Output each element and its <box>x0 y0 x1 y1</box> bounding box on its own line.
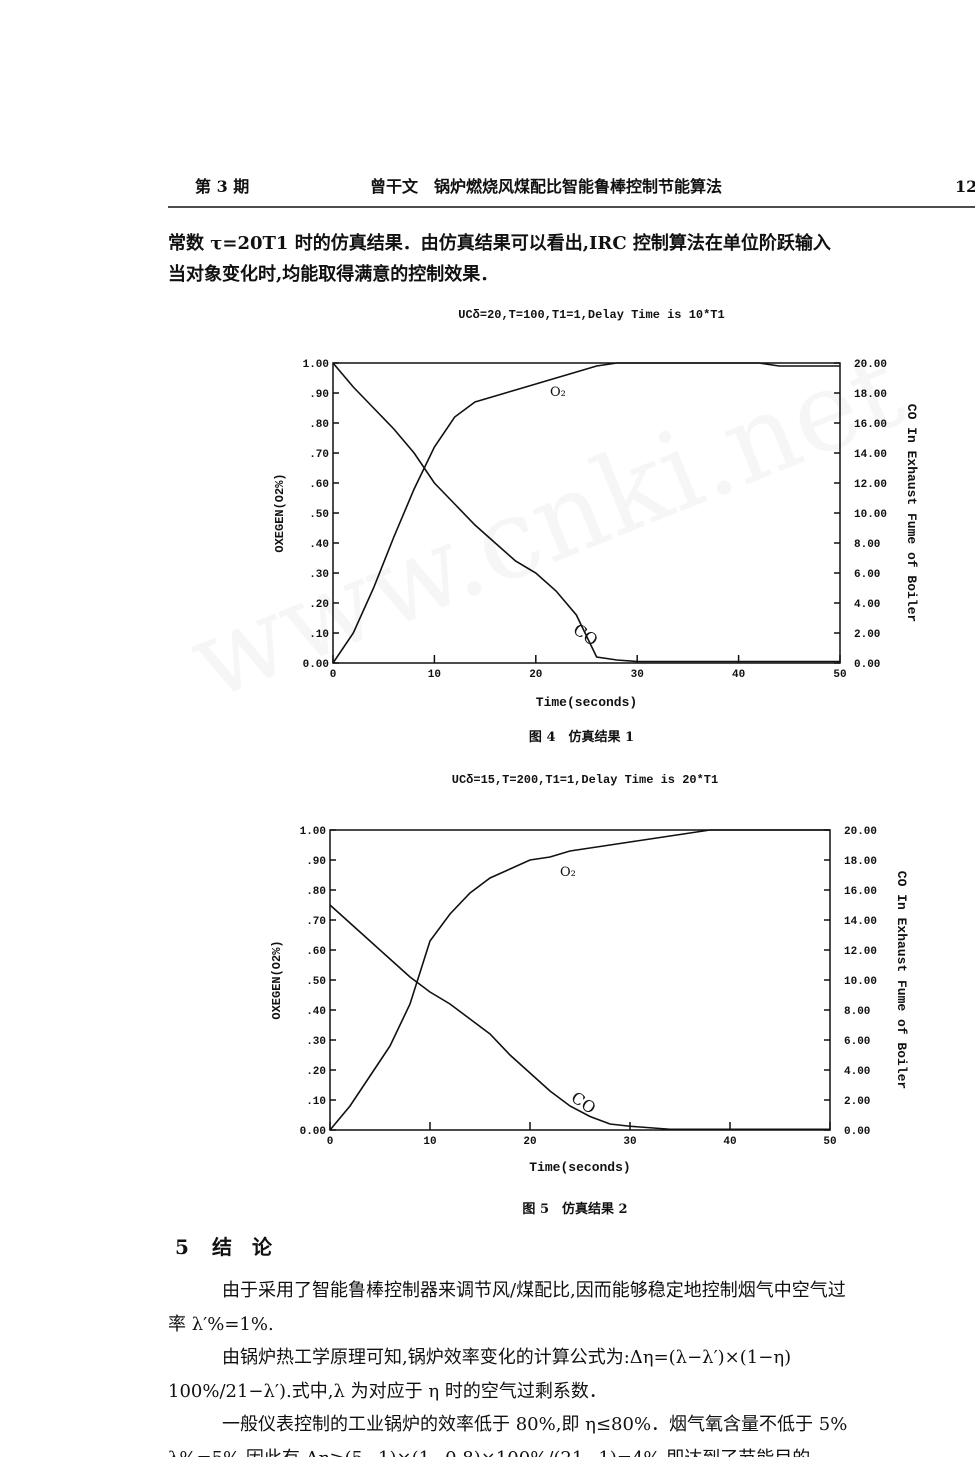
x-tick-label: 50 <box>833 669 846 681</box>
y-tick-label: 0.00 <box>303 659 329 671</box>
y2-tick-label: 6.00 <box>844 1036 870 1048</box>
y2-tick-label: 2.00 <box>854 629 880 641</box>
chart-title: UCδ=20,T=100,T1=1,Delay Time is 10*T1 <box>458 308 724 322</box>
y2-tick-label: 0.00 <box>844 1126 870 1138</box>
y2-axis-label: CO In Exhaust Fume of Boiler <box>894 871 909 1089</box>
y-tick-label: .10 <box>306 1096 326 1108</box>
y2-tick-label: 0.00 <box>854 659 880 671</box>
paragraph-line: λ%=5%.因此有 Δη≥(5−1)×(1−0.8)×100%/(21−1)=4… <box>168 1448 828 1457</box>
y2-tick-label: 20.00 <box>854 359 887 371</box>
y-tick-label: .80 <box>309 419 329 431</box>
paragraph-line: 由锅炉热工学原理可知,锅炉效率变化的计算公式为:Δη=(λ−λ′)×(1−η) <box>222 1347 791 1368</box>
y2-tick-label: 8.00 <box>844 1006 870 1018</box>
y-tick-label: .40 <box>306 1006 326 1018</box>
section-title: 结 论 <box>212 1235 273 1259</box>
header-title: 曾干文 锅炉燃烧风煤配比智能鲁棒控制节能算法 <box>370 177 722 196</box>
y-tick-label: .10 <box>309 629 329 641</box>
x-tick-label: 40 <box>723 1136 736 1148</box>
y2-tick-label: 12.00 <box>844 946 877 958</box>
y2-tick-label: 2.00 <box>844 1096 870 1108</box>
y2-tick-label: 14.00 <box>854 449 887 461</box>
y-tick-label: .80 <box>306 886 326 898</box>
y-axis-label: OXEGEN(O2%) <box>270 940 284 1019</box>
y2-tick-label: 12.00 <box>854 479 887 491</box>
series-label: CO <box>568 1088 600 1118</box>
header-issue: 第 3 期 <box>195 177 249 196</box>
x-tick-label: 0 <box>330 669 337 681</box>
y-tick-label: .90 <box>309 389 329 401</box>
y-tick-label: .30 <box>309 569 329 581</box>
y2-tick-label: 10.00 <box>854 509 887 521</box>
x-tick-label: 40 <box>732 669 745 681</box>
x-tick-label: 50 <box>823 1136 836 1148</box>
paragraph-line: 由于采用了智能鲁棒控制器来调节风/煤配比,因而能够稳定地控制烟气中空气过 <box>222 1280 846 1301</box>
data-line <box>329 904 830 1131</box>
data-line <box>332 362 840 664</box>
y2-tick-label: 4.00 <box>854 599 880 611</box>
y-tick-label: .70 <box>309 449 329 461</box>
chart-title: UCδ=15,T=200,T1=1,Delay Time is 20*T1 <box>452 773 718 787</box>
x-tick-label: 20 <box>529 669 542 681</box>
y-tick-label: .50 <box>306 976 326 988</box>
x-axis-label: Time(seconds) <box>529 1160 630 1175</box>
paragraph-line: 100%/21−λ′).式中,λ 为对应于 η 时的空气过剩系数． <box>168 1381 607 1402</box>
x-tick-label: 10 <box>423 1136 436 1148</box>
y-tick-label: .20 <box>306 1066 326 1078</box>
figure-caption: 图 4 仿真结果 1 <box>529 729 634 745</box>
y2-tick-label: 18.00 <box>854 389 887 401</box>
y-tick-label: .50 <box>309 509 329 521</box>
y2-tick-label: 14.00 <box>844 916 877 928</box>
x-tick-label: 30 <box>623 1136 636 1148</box>
y-tick-label: .60 <box>309 479 329 491</box>
x-tick-label: 0 <box>327 1136 334 1148</box>
intro-line: 当对象变化时,均能取得满意的控制效果． <box>168 263 498 285</box>
paragraph-line: 率 λ′%=1%. <box>168 1314 274 1335</box>
y2-tick-label: 8.00 <box>854 539 880 551</box>
series-label: CO <box>570 620 602 650</box>
y2-tick-label: 18.00 <box>844 856 877 868</box>
series-label: O₂ <box>560 865 576 880</box>
y2-tick-label: 4.00 <box>844 1066 870 1078</box>
y2-tick-label: 20.00 <box>844 826 877 838</box>
x-axis-label: Time(seconds) <box>536 695 637 710</box>
header-page: 12 <box>955 177 975 196</box>
y-tick-label: .70 <box>306 916 326 928</box>
series-label: O₂ <box>550 385 566 400</box>
y-axis-label: OXEGEN(O2%) <box>273 473 287 552</box>
data-line <box>332 362 840 663</box>
data-line <box>329 829 830 1131</box>
y-tick-label: 1.00 <box>303 359 329 371</box>
x-tick-label: 20 <box>523 1136 536 1148</box>
y2-tick-label: 16.00 <box>854 419 887 431</box>
y-tick-label: .40 <box>309 539 329 551</box>
x-tick-label: 30 <box>631 669 644 681</box>
paragraph-line: 一般仪表控制的工业锅炉的效率低于 80%,即 η≤80%．烟气氧含量不低于 5% <box>222 1414 847 1435</box>
y2-tick-label: 16.00 <box>844 886 877 898</box>
y-tick-label: .60 <box>306 946 326 958</box>
y-tick-label: .20 <box>309 599 329 611</box>
y2-tick-label: 10.00 <box>844 976 877 988</box>
figure-caption: 图 5 仿真结果 2 <box>522 1201 627 1217</box>
y-tick-label: .30 <box>306 1036 326 1048</box>
y-tick-label: .90 <box>306 856 326 868</box>
plot-frame <box>329 829 831 1131</box>
section-number: 5 <box>175 1235 189 1259</box>
y-tick-label: 1.00 <box>300 826 326 838</box>
y-tick-label: 0.00 <box>300 1126 326 1138</box>
intro-line: 常数 τ=20T1 时的仿真结果．由仿真结果可以看出,IRC 控制算法在单位阶跃… <box>168 232 831 254</box>
x-tick-label: 10 <box>428 669 441 681</box>
y2-tick-label: 6.00 <box>854 569 880 581</box>
y2-axis-label: CO In Exhaust Fume of Boiler <box>904 404 919 622</box>
